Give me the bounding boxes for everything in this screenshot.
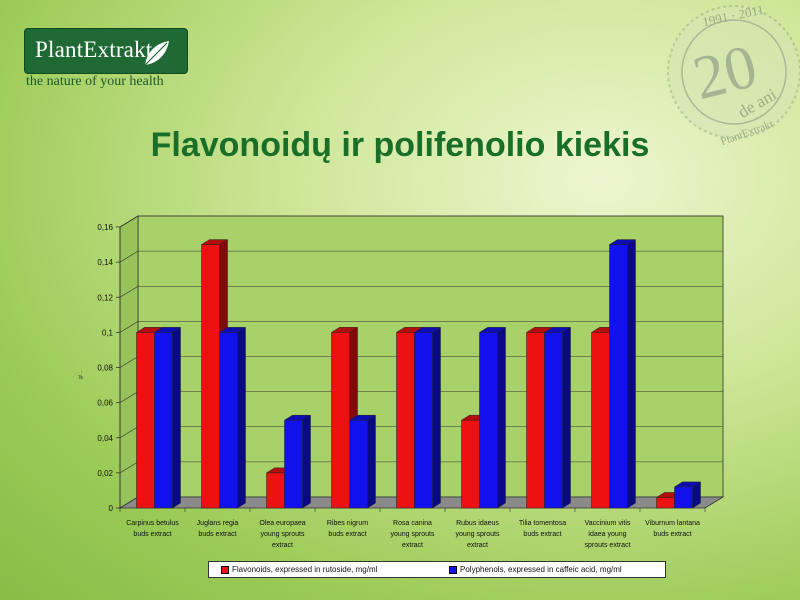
x-category-label: Rosa canina young sprouts extract: [391, 520, 435, 549]
gridline-side: [119, 250, 139, 263]
x-category-label: Rubus idaeus young sprouts extract: [456, 520, 500, 549]
y-axis-label: g/...: [78, 371, 84, 379]
x-category-label: Tilia tomentosa buds extract: [519, 520, 566, 538]
leaf-icon: [144, 41, 169, 66]
bar-polyphenols-0: [153, 326, 182, 509]
y-tick-label: 0,1: [102, 328, 114, 337]
bar-polyphenols-8: [673, 481, 702, 509]
logo-text: PlantExtrakt: [35, 37, 153, 62]
page-title: Flavonoidų ir polifenolio kiekis: [150, 126, 650, 164]
bar-polyphenols-5: [478, 326, 507, 509]
y-tick-label: 0,14: [97, 258, 113, 267]
gridline-side: [119, 356, 139, 368]
y-tick-label: 0,16: [97, 223, 113, 232]
y-tick-label: 0,02: [97, 469, 113, 478]
y-tick-label: 0,04: [97, 434, 113, 443]
logo: PlantExtrakt: [24, 28, 188, 74]
legend-label: Polyphenols, expressed in caffeic acid, …: [460, 565, 622, 574]
x-category-label: Vaccinium vitis idaea young sprouts extrac…: [585, 520, 631, 549]
legend-swatch: [449, 565, 457, 574]
tagline: the nature of your health: [26, 74, 164, 89]
y-tick-label: 0,12: [97, 293, 113, 302]
bar-polyphenols-4: [413, 326, 442, 509]
x-category-label: Ribes nigrum buds extract: [327, 520, 368, 538]
bar-polyphenols-1: [218, 326, 247, 509]
bar-polyphenols-6: [543, 326, 572, 509]
chart-legend: Flavonoids, expressed in rutoside, mg/ml…: [208, 561, 666, 578]
x-category-label: Carpinus betulus buds extract: [126, 520, 179, 538]
x-category-label: Olea europaea young sprouts extract: [259, 520, 305, 549]
bar-polyphenols-7: [608, 239, 637, 509]
legend-item-polyphenols: Polyphenols, expressed in caffeic acid, …: [437, 565, 665, 574]
gridline-side: [119, 321, 139, 333]
gridline-side: [119, 285, 139, 298]
legend-item-flavonoids: Flavonoids, expressed in rutoside, mg/ml: [209, 565, 437, 574]
gridline-side: [119, 461, 139, 474]
anniversary-seal: 1991 · 2011 20 de ani PlantExtrakt: [667, 2, 800, 148]
legend-swatch: [221, 565, 229, 574]
legend-label: Flavonoids, expressed in rutoside, mg/ml: [232, 565, 378, 574]
registered-mark: ®: [168, 34, 176, 45]
bar-polyphenols-3: [348, 414, 377, 509]
x-category-label: Viburnum lantana buds extract: [645, 520, 700, 538]
bar-polyphenols-2: [283, 414, 312, 509]
y-tick-label: 0: [109, 504, 114, 513]
y-tick-label: 0,06: [97, 399, 113, 408]
gridline-side: [119, 215, 139, 228]
x-category-label: Juglans regia buds extract: [197, 520, 239, 538]
gridline-side: [119, 391, 139, 403]
gridline-side: [119, 426, 139, 439]
y-tick-label: 0,08: [97, 364, 113, 373]
